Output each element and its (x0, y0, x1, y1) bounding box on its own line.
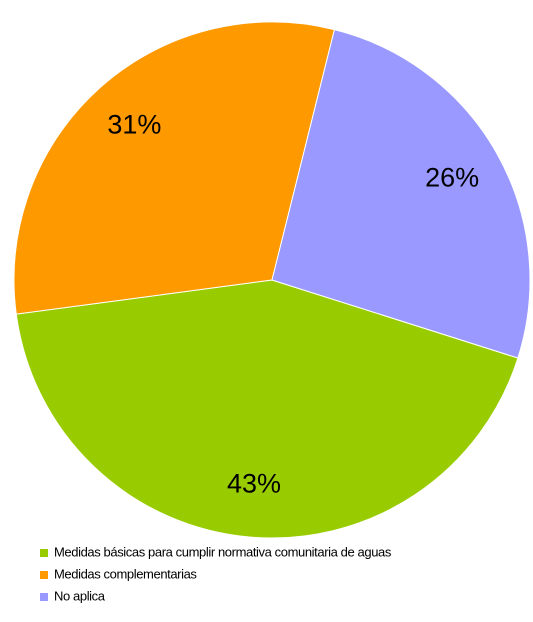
pie-slice (271, 29, 531, 359)
data-label: 43% (227, 469, 281, 499)
legend-swatch (40, 593, 48, 601)
data-label: 26% (425, 162, 479, 192)
pie-slice (13, 21, 336, 315)
legend-label: No aplica (54, 588, 106, 603)
legend-label: Medidas complementarias (54, 566, 197, 581)
legend-swatch (40, 571, 48, 579)
legend-swatch (40, 549, 48, 557)
legend-label: Medidas básicas para cumplir normativa c… (54, 544, 392, 559)
pie-slice (15, 279, 519, 539)
data-label: 31% (107, 109, 161, 139)
